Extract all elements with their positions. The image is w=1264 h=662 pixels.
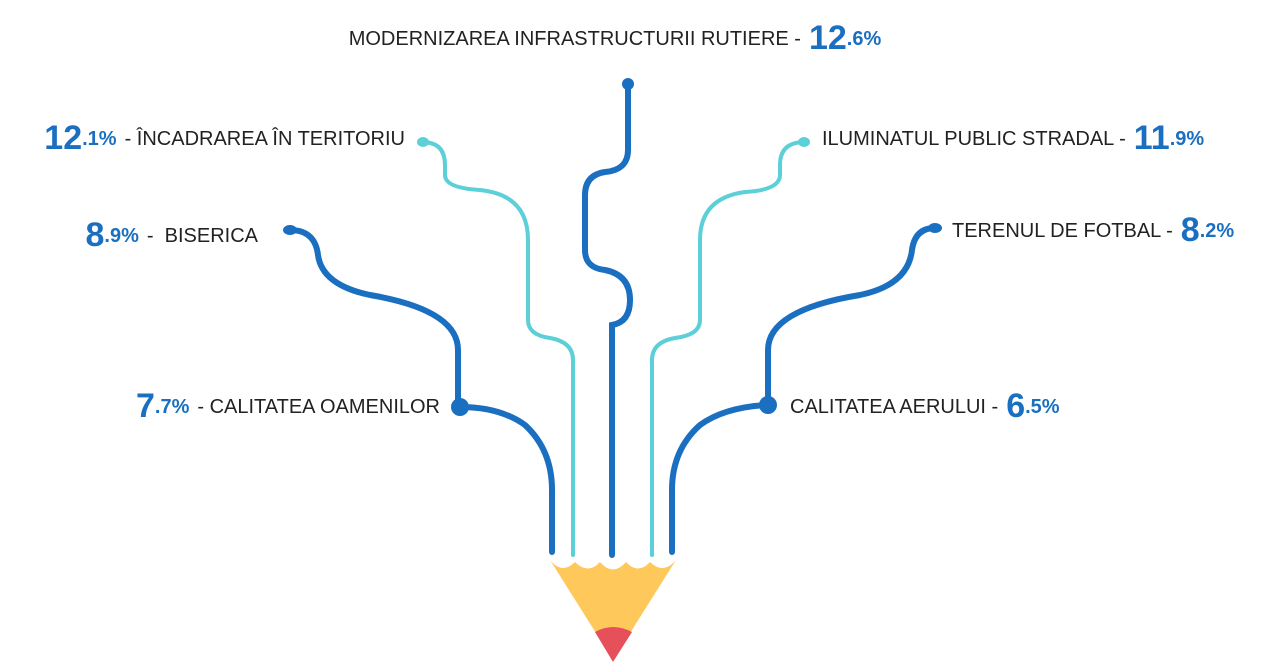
strand — [768, 228, 935, 405]
value-label: 11.9% — [1134, 119, 1205, 157]
strand — [672, 405, 768, 552]
label-text: - CALITATEA OAMENILOR — [197, 396, 440, 418]
value-main: 12 — [809, 19, 847, 57]
strand — [460, 407, 552, 552]
value-main: 12 — [44, 119, 82, 157]
strand — [585, 82, 630, 555]
value-rest: .1% — [82, 128, 117, 150]
value-label: 7.7% — [136, 387, 190, 425]
label-text: CALITATEA AERULUI - — [790, 396, 998, 418]
item-label: 7.7% - CALITATEA OAMENILOR — [136, 387, 440, 425]
dot — [417, 137, 429, 147]
label-text: ILUMINATUL PUBLIC STRADAL - — [822, 128, 1126, 150]
dot — [451, 398, 469, 416]
value-rest: .5% — [1025, 396, 1060, 418]
value-label: 8.2% — [1181, 211, 1235, 249]
value-main: 8 — [1181, 211, 1200, 249]
dot — [928, 223, 942, 233]
item-label: CALITATEA AERULUI - 6.5% — [790, 387, 1060, 425]
infographic: MODERNIZAREA INFRASTRUCTURII RUTIERE - 12… — [0, 0, 1264, 662]
item-label: MODERNIZAREA INFRASTRUCTURII RUTIERE - 12… — [349, 19, 882, 57]
value-main: 7 — [136, 387, 155, 425]
item-label: 12.1% - ÎNCADRAREA ÎN TERITORIU — [44, 119, 405, 157]
pencil-tip — [550, 560, 676, 662]
dot — [622, 78, 634, 90]
label-text: - ÎNCADRAREA ÎN TERITORIU — [125, 127, 405, 150]
dot — [798, 137, 810, 147]
value-main: 6 — [1006, 387, 1025, 425]
dot — [283, 225, 297, 235]
value-label: 6.5% — [1006, 387, 1060, 425]
item-label: ILUMINATUL PUBLIC STRADAL - 11.9% — [822, 119, 1204, 157]
value-main: 8 — [85, 216, 104, 254]
label-text: TERENUL DE FOTBAL - — [952, 220, 1173, 242]
strand — [290, 230, 458, 407]
value-label: 8.9% — [85, 216, 139, 254]
dot — [759, 396, 777, 414]
label-text: MODERNIZAREA INFRASTRUCTURII RUTIERE - — [349, 28, 801, 50]
value-label: 12.6% — [809, 19, 882, 57]
value-rest: .7% — [155, 396, 190, 418]
value-label: 12.1% — [44, 119, 117, 157]
label-text: - BISERICA — [147, 225, 259, 247]
value-rest: .9% — [104, 225, 139, 247]
value-rest: .2% — [1200, 220, 1235, 242]
pencil-lead — [595, 627, 632, 662]
item-label: 8.9% - BISERICA — [85, 216, 258, 254]
value-rest: .6% — [847, 28, 882, 50]
value-rest: .9% — [1170, 128, 1205, 150]
item-label: TERENUL DE FOTBAL - 8.2% — [952, 211, 1234, 249]
value-main: 11 — [1134, 119, 1170, 157]
